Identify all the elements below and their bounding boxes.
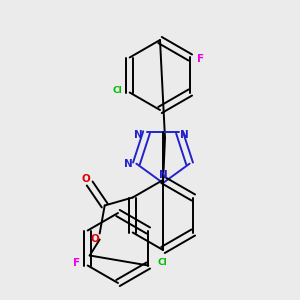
Text: O: O	[90, 235, 99, 244]
Text: O: O	[81, 173, 90, 184]
Text: N: N	[159, 170, 167, 180]
Text: Cl: Cl	[158, 258, 167, 267]
Text: F: F	[73, 259, 80, 269]
Text: N: N	[134, 130, 143, 140]
Text: Cl: Cl	[113, 86, 123, 95]
Text: N: N	[180, 130, 189, 140]
Text: F: F	[197, 55, 204, 64]
Text: N: N	[124, 159, 133, 169]
